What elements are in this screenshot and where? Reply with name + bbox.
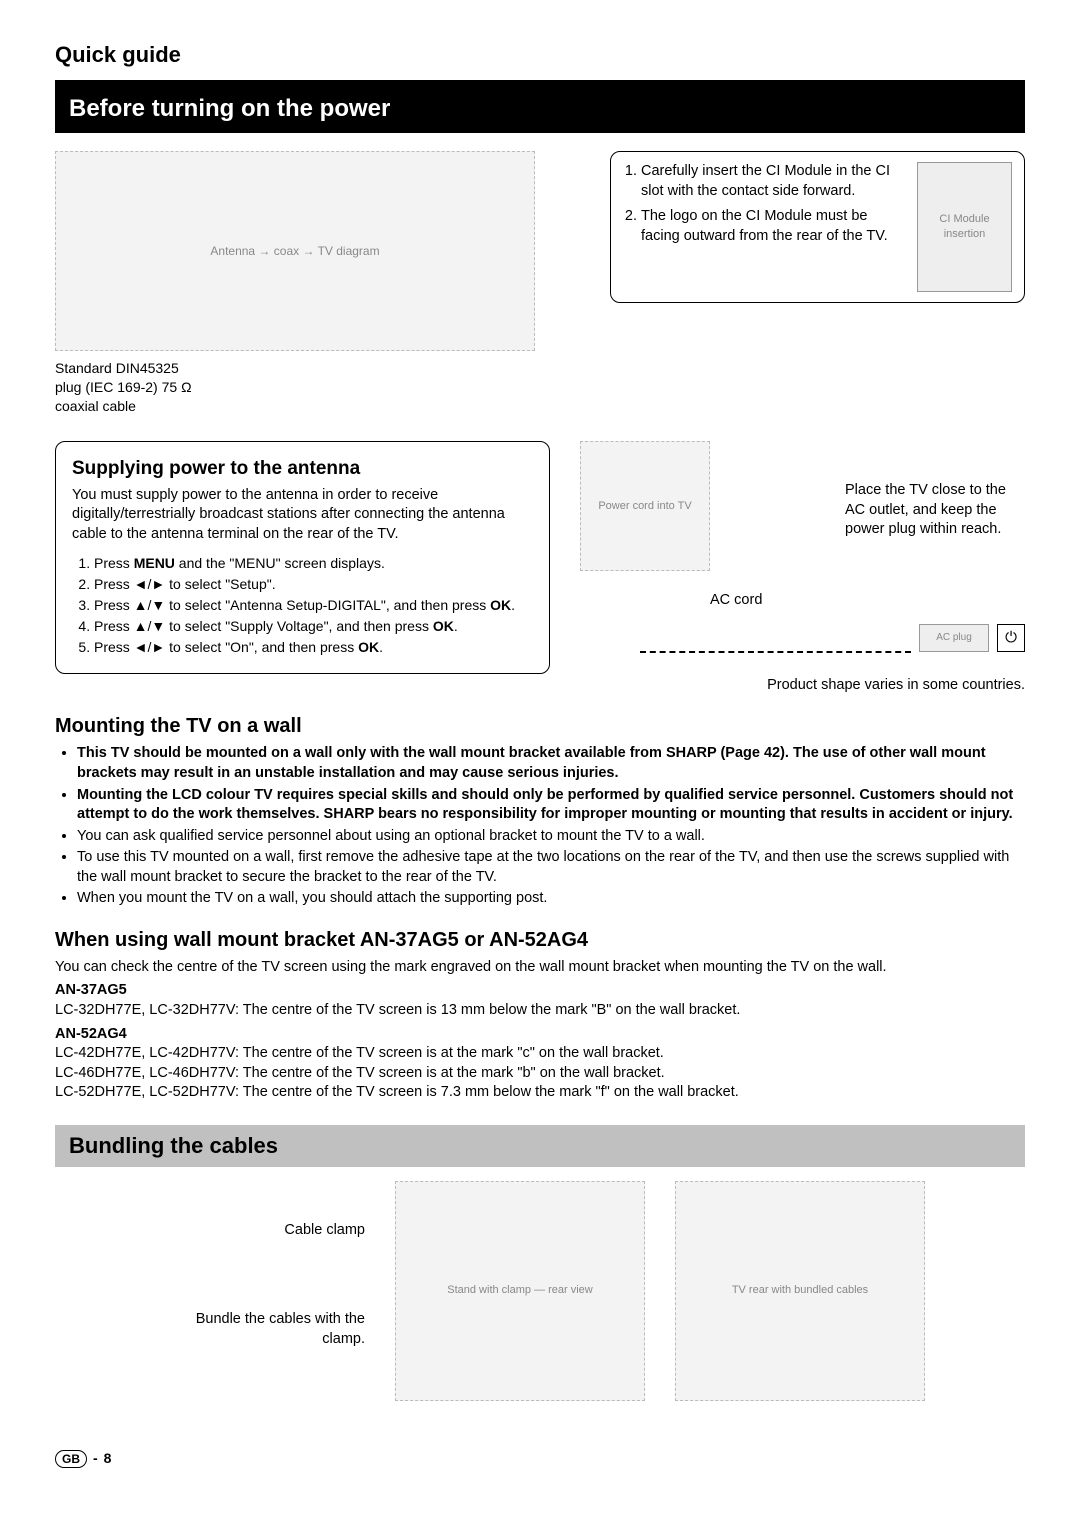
ac-cord-image-placeholder: Power cord into TV — [580, 441, 710, 571]
ci-module-callout: Carefully insert the CI Module in the CI… — [610, 151, 1025, 303]
bracket-an37-line: LC-32DH77E, LC-32DH77V: The centre of th… — [55, 1001, 1025, 1021]
bracket-an52-label: AN-52AG4 — [55, 1025, 1025, 1045]
antenna-power-step-2: Press ◄/► to select "Setup". — [94, 575, 533, 594]
ac-plug-icon: AC plug — [919, 624, 989, 652]
mounting-b1: This TV should be mounted on a wall only… — [77, 744, 1025, 783]
ci-module-image-placeholder: CI Module insertion — [917, 162, 1012, 292]
bracket-heading: When using wall mount bracket AN-37AG5 o… — [55, 927, 1025, 954]
bracket-an52-l1: LC-42DH77E, LC-42DH77V: The centre of th… — [55, 1044, 1025, 1064]
bracket-an52-l3: LC-52DH77E, LC-52DH77V: The centre of th… — [55, 1083, 1025, 1103]
mounting-b3: You can ask qualified service personnel … — [77, 827, 1025, 847]
power-row: Supplying power to the antenna You must … — [55, 441, 1025, 674]
ci-step-2: The logo on the CI Module must be facing… — [641, 207, 907, 246]
coax-label: Standard DIN45325 plug (IEC 169-2) 75 Ω … — [55, 359, 205, 416]
mounting-b4: To use this TV mounted on a wall, first … — [77, 848, 1025, 887]
antenna-power-intro: You must supply power to the antenna in … — [72, 486, 533, 545]
antenna-power-step-3: Press ▲/▼ to select "Antenna Setup-DIGIT… — [94, 596, 533, 615]
footer-page-number: 8 — [104, 1449, 112, 1468]
ac-cord-label: AC cord — [710, 591, 762, 611]
ac-cord-dashed-line — [640, 623, 911, 653]
footer-sep: - — [93, 1449, 98, 1468]
top-diagram-region: Antenna → coax → TV diagram Standard DIN… — [55, 151, 1025, 431]
antenna-power-step-1: Press MENU and the "MENU" screen display… — [94, 554, 533, 573]
section-before-power: Before turning on the power — [55, 85, 1025, 133]
antenna-power-step-4: Press ▲/▼ to select "Supply Voltage", an… — [94, 617, 533, 636]
section-bundling: Bundling the cables — [55, 1125, 1025, 1167]
antenna-diagram-placeholder: Antenna → coax → TV diagram — [55, 151, 535, 351]
ac-note: Place the TV close to the AC outlet, and… — [845, 481, 1025, 540]
antenna-power-callout: Supplying power to the antenna You must … — [55, 441, 550, 674]
bundling-image-2: TV rear with bundled cables — [675, 1181, 925, 1401]
mounting-bullets: This TV should be mounted on a wall only… — [55, 744, 1025, 909]
bracket-an37-label: AN-37AG5 — [55, 981, 1025, 1001]
page-footer: GB - 8 — [55, 1449, 1025, 1468]
bundling-area: Cable clamp Bundle the cables with the c… — [55, 1181, 1025, 1420]
footer-region-badge: GB — [55, 1450, 87, 1468]
page-title: Quick guide — [55, 40, 1025, 70]
bundling-label-clamp: Cable clamp — [155, 1221, 365, 1241]
mounting-b5: When you mount the TV on a wall, you sho… — [77, 889, 1025, 909]
bracket-intro: You can check the centre of the TV scree… — [55, 958, 1025, 978]
mounting-heading: Mounting the TV on a wall — [55, 713, 1025, 740]
bracket-an52-l2: LC-46DH77E, LC-46DH77V: The centre of th… — [55, 1064, 1025, 1084]
ci-step-1: Carefully insert the CI Module in the CI… — [641, 162, 907, 201]
product-shape-note: Product shape varies in some countries. — [55, 676, 1025, 696]
ac-outlet-icon: ⏻ — [997, 624, 1025, 652]
ac-power-region: Power cord into TV Place the TV close to… — [570, 441, 1025, 671]
bundling-label-bundle: Bundle the cables with the clamp. — [155, 1310, 365, 1349]
bundling-image-1: Stand with clamp — rear view — [395, 1181, 645, 1401]
antenna-power-step-5: Press ◄/► to select "On", and then press… — [94, 638, 533, 657]
antenna-power-heading: Supplying power to the antenna — [72, 456, 533, 482]
mounting-b2: Mounting the LCD colour TV requires spec… — [77, 786, 1025, 825]
